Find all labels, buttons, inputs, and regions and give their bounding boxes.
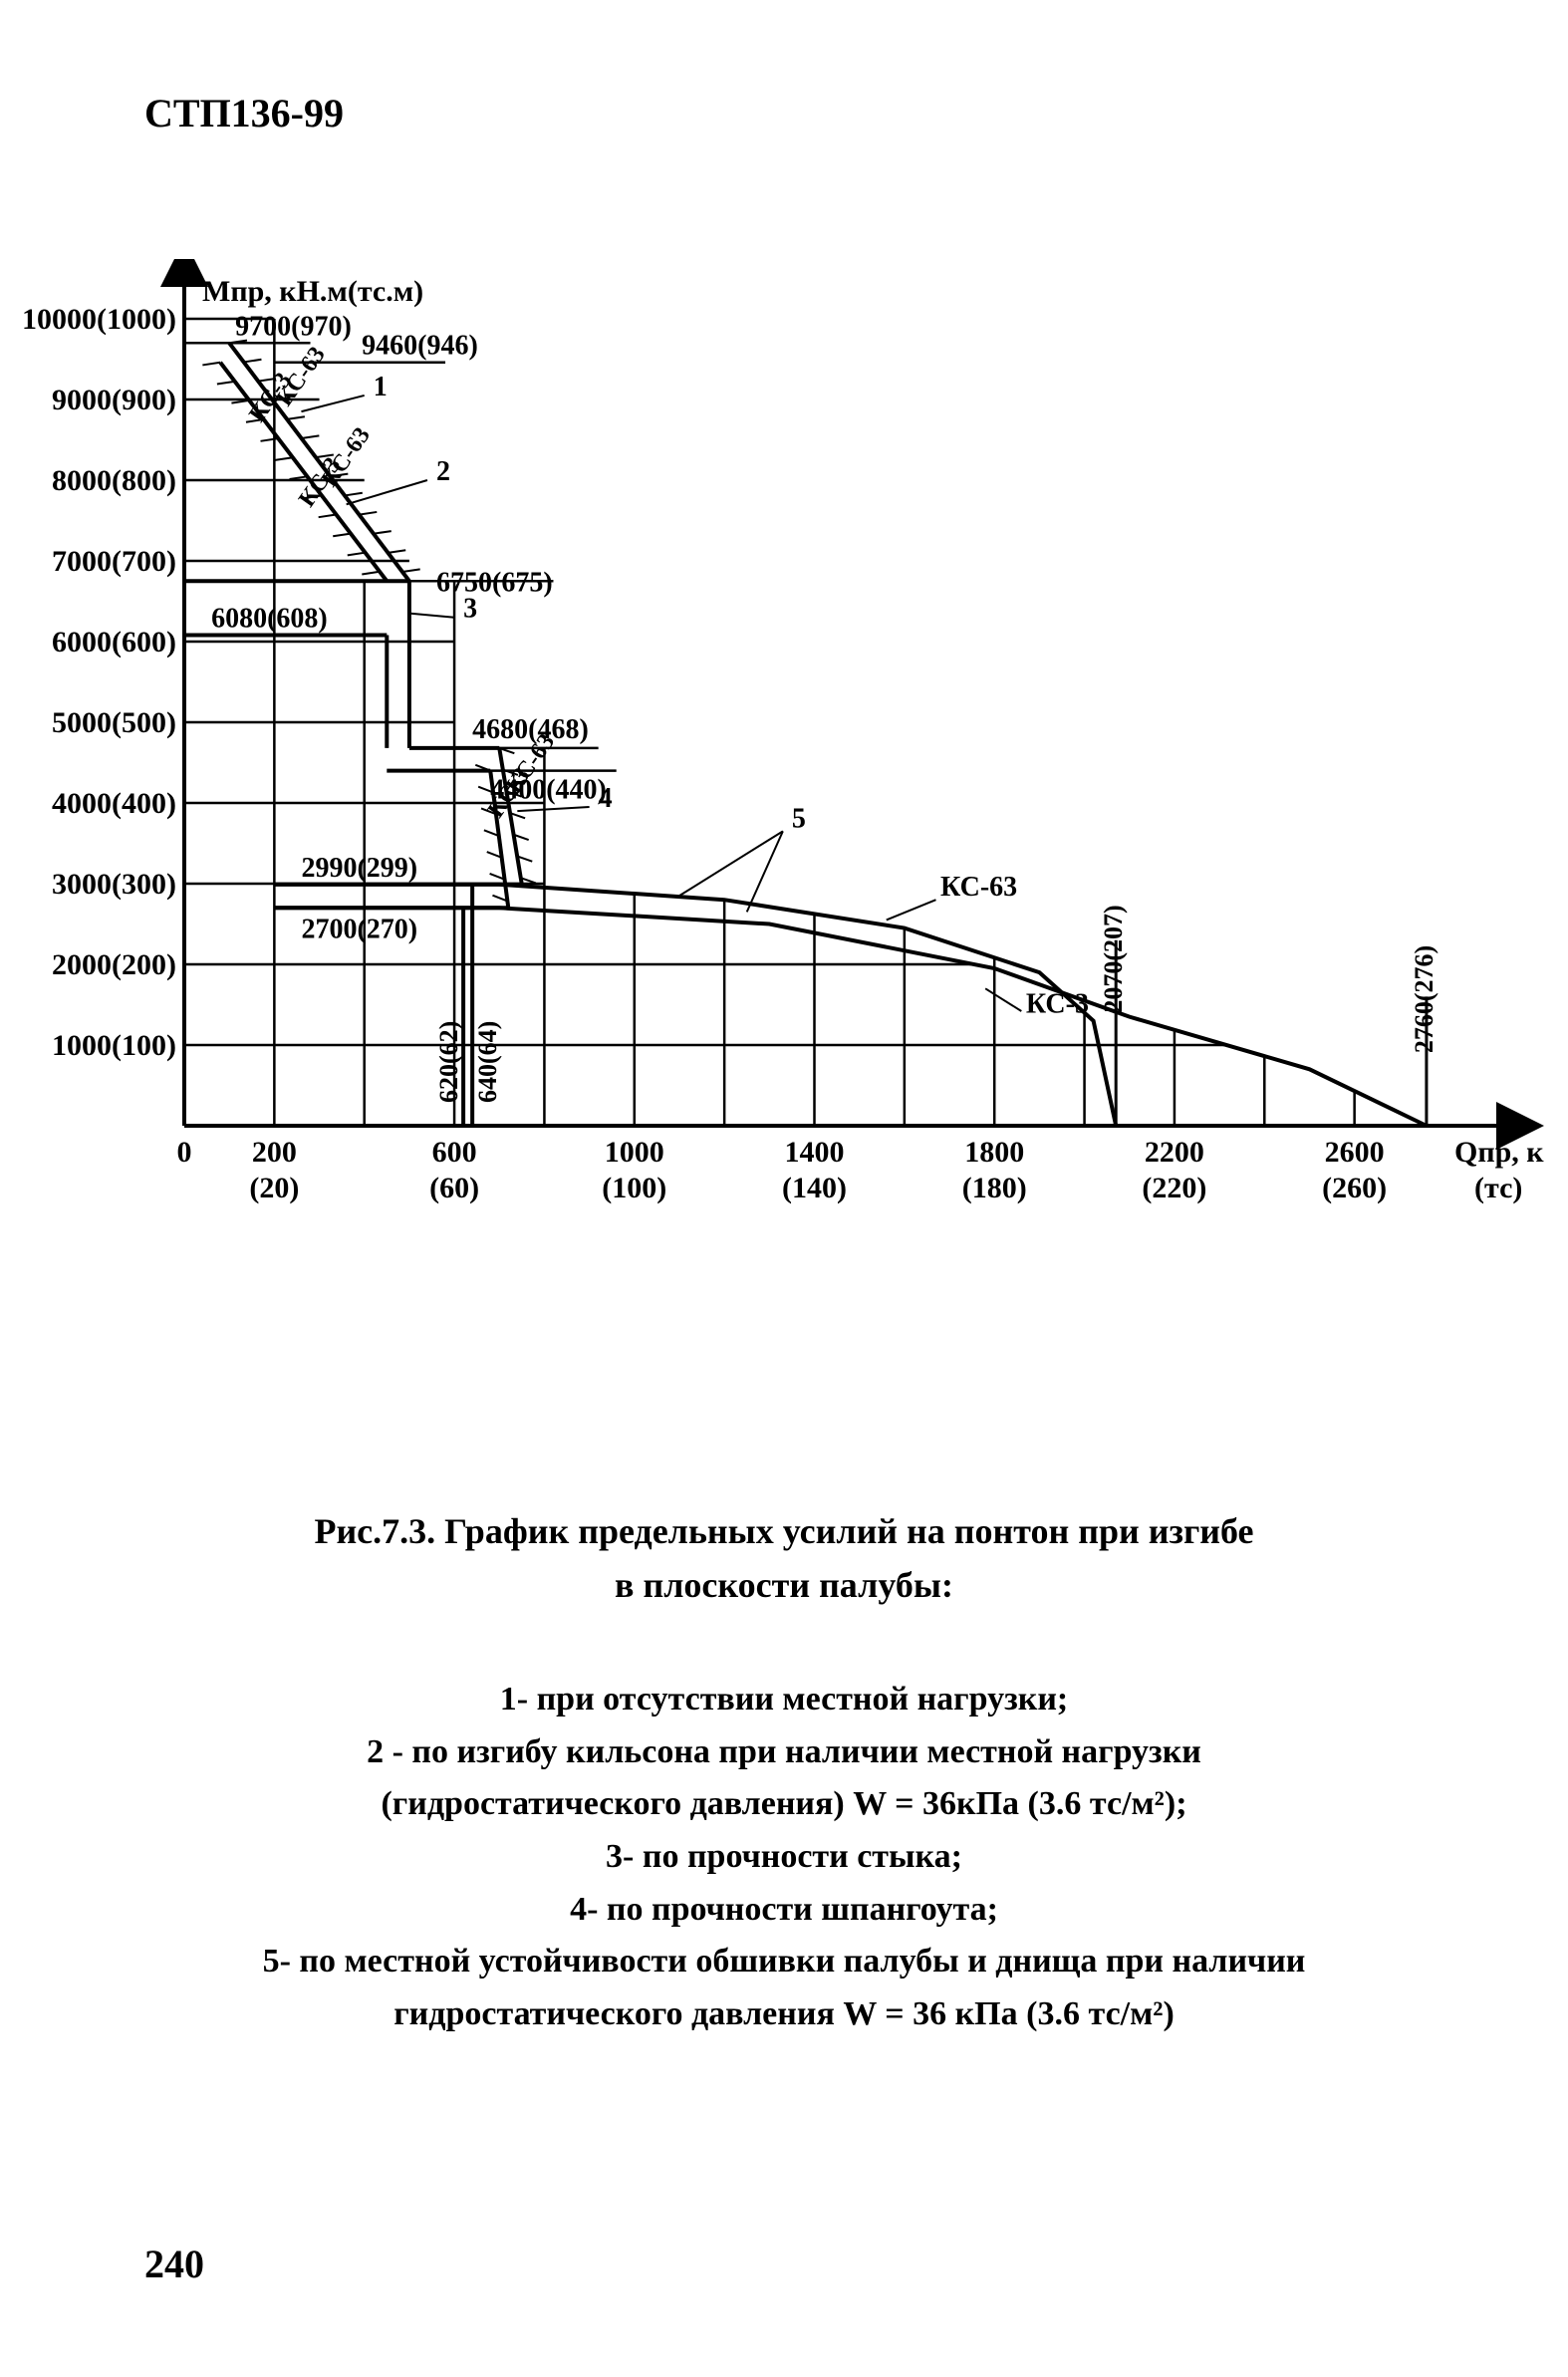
- svg-text:(180): (180): [962, 1172, 1027, 1204]
- svg-text:2600: 2600: [1325, 1136, 1385, 1169]
- legend-line-2: 2 - по изгибу кильсона при наличии местн…: [0, 1726, 1568, 1779]
- svg-text:1000(100): 1000(100): [52, 1029, 176, 1062]
- legend-line-4: 3- по прочности стыка;: [0, 1831, 1568, 1884]
- svg-text:640(64): 640(64): [473, 1021, 502, 1103]
- svg-text:(100): (100): [602, 1172, 666, 1204]
- svg-text:3: 3: [463, 594, 477, 625]
- svg-text:2000(200): 2000(200): [52, 948, 176, 981]
- svg-text:1400: 1400: [785, 1136, 845, 1169]
- svg-text:5: 5: [792, 803, 806, 834]
- svg-text:5000(500): 5000(500): [52, 706, 176, 739]
- svg-text:3000(300): 3000(300): [52, 868, 176, 901]
- svg-text:8000(800): 8000(800): [52, 464, 176, 497]
- chart-svg: Мпр, кН.м(тс.м) 1000(100) 2000(200) 3000(30…: [10, 259, 1544, 1315]
- svg-text:9000(900): 9000(900): [52, 384, 176, 416]
- page-root: СТП136-99 Мпр, кН.м(тс.м)1000(100)2000(2…: [0, 0, 1568, 2377]
- svg-text:0: 0: [177, 1136, 192, 1169]
- svg-text:Qпр, кН: Qпр, кН: [1454, 1136, 1544, 1169]
- svg-text:9700(970): 9700(970): [235, 311, 352, 342]
- svg-text:2700(270): 2700(270): [301, 914, 417, 944]
- legend-line-1: 1- при отсутствии местной нагрузки;: [0, 1674, 1568, 1726]
- caption-line-2: в плоскости палубы:: [0, 1558, 1568, 1612]
- svg-text:КС-3: КС-3: [1026, 989, 1089, 1020]
- page-number: 240: [144, 2241, 204, 2287]
- svg-text:1800: 1800: [964, 1136, 1024, 1169]
- svg-text:(140): (140): [782, 1172, 847, 1204]
- svg-text:6080(608): 6080(608): [211, 604, 328, 635]
- figure-caption: Рис.7.3. График предельных усилий на пон…: [0, 1504, 1568, 1612]
- svg-text:(60): (60): [429, 1172, 479, 1204]
- svg-text:(20): (20): [249, 1172, 299, 1204]
- legend-line-7: гидростатического давления W = 36 кПа (3…: [0, 1988, 1568, 2041]
- legend-line-3: (гидростатического давления) W = 36кПа (…: [0, 1778, 1568, 1831]
- svg-text:1: 1: [374, 372, 388, 402]
- svg-text:КС-63: КС-63: [940, 872, 1017, 903]
- svg-text:10000(1000): 10000(1000): [22, 303, 176, 336]
- document-code: СТП136-99: [144, 90, 344, 136]
- svg-text:1000: 1000: [605, 1136, 664, 1169]
- svg-text:(тс): (тс): [1474, 1172, 1522, 1204]
- svg-text:200: 200: [252, 1136, 297, 1169]
- svg-text:2200: 2200: [1145, 1136, 1204, 1169]
- caption-line-1: Рис.7.3. График предельных усилий на пон…: [0, 1504, 1568, 1558]
- figure-legend: 1- при отсутствии местной нагрузки; 2 - …: [0, 1674, 1568, 2041]
- svg-text:6000(600): 6000(600): [52, 626, 176, 659]
- legend-line-5: 4- по прочности шпангоута;: [0, 1884, 1568, 1937]
- svg-text:4000(400): 4000(400): [52, 787, 176, 820]
- svg-text:9460(946): 9460(946): [362, 331, 478, 362]
- svg-text:620(62): 620(62): [434, 1021, 463, 1103]
- svg-text:2: 2: [436, 456, 450, 487]
- svg-text:600: 600: [432, 1136, 477, 1169]
- svg-text:(220): (220): [1142, 1172, 1206, 1204]
- svg-text:(260): (260): [1322, 1172, 1387, 1204]
- chart-container: Мпр, кН.м(тс.м) 1000(100) 2000(200) 3000(30…: [10, 259, 1544, 1315]
- svg-text:2070(207): 2070(207): [1099, 905, 1128, 1012]
- svg-text:Мпр, кН.м(тс.м): Мпр, кН.м(тс.м): [202, 275, 423, 308]
- svg-text:2760(276): 2760(276): [1410, 945, 1438, 1053]
- svg-text:7000(700): 7000(700): [52, 545, 176, 578]
- svg-text:2990(299): 2990(299): [301, 853, 417, 884]
- legend-line-6: 5- по местной устойчивости обшивки палуб…: [0, 1936, 1568, 1988]
- svg-text:4: 4: [599, 783, 613, 814]
- svg-text:6750(675): 6750(675): [436, 567, 553, 598]
